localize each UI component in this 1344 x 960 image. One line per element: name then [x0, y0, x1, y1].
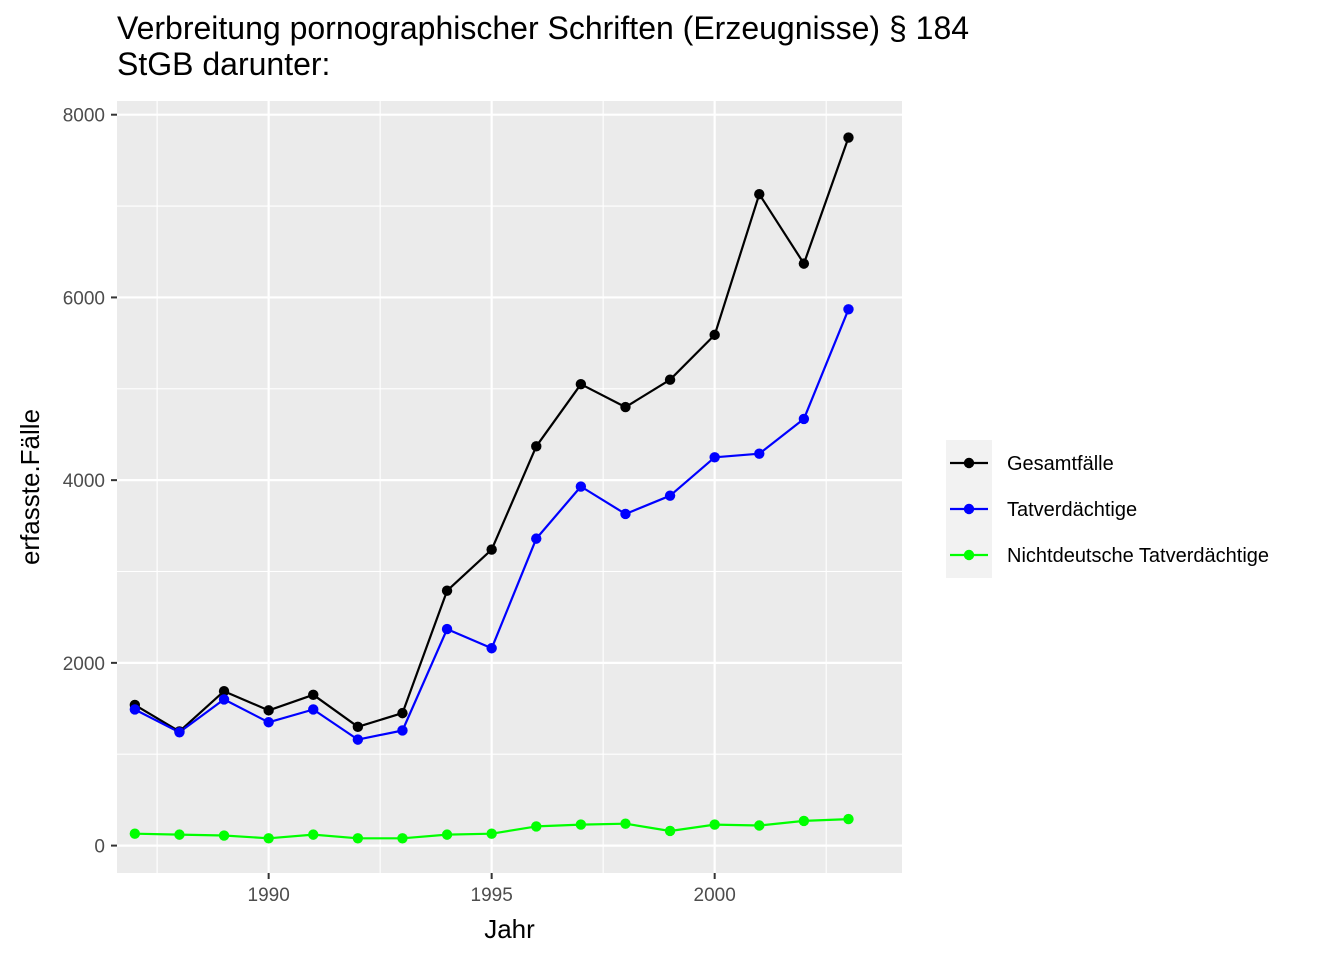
data-point [263, 717, 274, 728]
legend-key-point [963, 549, 975, 561]
x-tick-label: 1990 [248, 885, 290, 906]
legend-label: Tatverdächtige [1007, 499, 1137, 521]
data-point [397, 725, 408, 736]
data-point [308, 704, 319, 715]
data-point [798, 413, 810, 425]
legend: Gesamtfälle Tatverdächtige Nichtdeutsche T… [946, 440, 1269, 578]
data-point [754, 448, 765, 459]
y-tick-label: 8000 [63, 106, 105, 127]
chart-title: Verbreitung pornographischer Schriften (… [117, 10, 969, 82]
data-point [754, 188, 765, 200]
data-point [308, 829, 319, 840]
data-point [709, 452, 720, 463]
series-layer [129, 132, 854, 844]
data-point [129, 828, 141, 839]
chart-title-line-2: StGB darunter: [117, 46, 331, 82]
data-point [308, 689, 319, 701]
legend-key-point [963, 503, 975, 515]
y-tick-label: 4000 [63, 471, 105, 492]
data-point [709, 819, 720, 830]
data-point [531, 441, 542, 452]
data-point [129, 704, 141, 715]
data-point [441, 585, 453, 596]
data-point [843, 813, 854, 825]
major-gridlines [117, 101, 902, 873]
data-point [620, 818, 631, 829]
x-axis-title: Jahr [484, 914, 535, 944]
data-point [352, 721, 364, 733]
data-point [218, 830, 230, 841]
data-point [263, 705, 274, 716]
y-tick-label: 0 [94, 837, 105, 858]
legend-label: Nichtdeutsche Tatverdächtige [1007, 545, 1269, 567]
data-point [664, 825, 676, 837]
chart-title-line-1: Verbreitung pornographischer Schriften (… [117, 10, 970, 46]
data-point [620, 401, 631, 413]
data-point [263, 833, 274, 844]
axes: 0 2000 4000 6000 8000 1990 1995 2000 [63, 106, 736, 906]
plot-panel [117, 101, 902, 873]
minor-gridlines [117, 101, 902, 873]
data-point [664, 490, 676, 501]
x-tick-label: 1995 [471, 885, 513, 906]
data-point [620, 508, 631, 520]
data-point [531, 821, 542, 832]
data-point [843, 304, 854, 315]
y-tick-label: 2000 [63, 654, 105, 675]
data-point [397, 833, 408, 844]
legend-label: Gesamtfälle [1007, 453, 1114, 475]
data-point [531, 533, 542, 544]
y-axis-title: erfasste.Fälle [15, 409, 45, 565]
y-tick-label: 6000 [63, 288, 105, 309]
legend-key-point [963, 457, 975, 469]
data-point [174, 727, 185, 738]
data-point [486, 828, 497, 839]
data-point [798, 258, 810, 269]
data-point [843, 132, 854, 143]
data-point [218, 685, 230, 697]
data-point [798, 815, 810, 827]
data-point [352, 734, 364, 745]
data-point [575, 379, 587, 390]
data-point [754, 820, 765, 831]
data-point [397, 707, 408, 719]
data-point [486, 643, 497, 654]
data-point [441, 829, 453, 840]
data-point [575, 819, 587, 830]
data-point [709, 329, 720, 341]
data-point [174, 829, 185, 840]
x-tick-label: 2000 [694, 885, 736, 906]
data-point [218, 694, 230, 705]
data-point [575, 481, 587, 492]
data-point [664, 374, 676, 385]
data-point [486, 544, 497, 555]
data-point [352, 833, 364, 844]
data-point [441, 623, 453, 635]
